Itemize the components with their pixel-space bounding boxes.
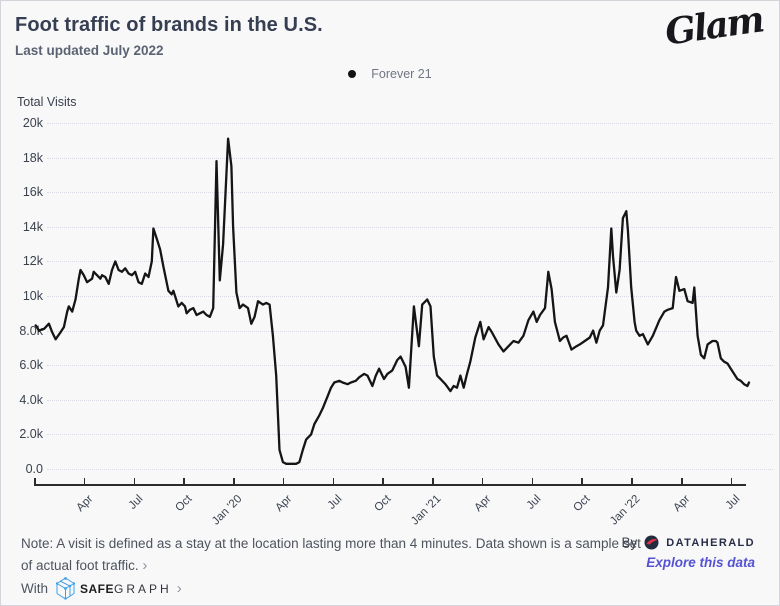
- y-axis-tick-label: 14k: [22, 219, 43, 234]
- x-axis-tick: [481, 478, 484, 484]
- x-axis-tick-label: Jul: [524, 493, 544, 512]
- y-axis-title: Total Visits: [17, 95, 77, 109]
- glam-logo: Glam: [662, 0, 766, 54]
- dataherald-wordmark: DATAHERALD: [666, 536, 755, 549]
- safegraph-wordmark-bold: SAFE: [80, 582, 115, 596]
- x-axis-tick-label: Oct: [173, 493, 195, 515]
- last-updated-subtitle: Last updated July 2022: [15, 43, 164, 58]
- dataherald-logo-icon: [644, 535, 659, 550]
- y-axis-tick-label: 10k: [22, 289, 43, 303]
- x-axis-tick: [34, 478, 36, 484]
- gridline-20k: [47, 123, 773, 124]
- y-axis-tick-label: 2.0k: [19, 427, 43, 442]
- x-axis-tick: [730, 478, 733, 484]
- safegraph-link[interactable]: SAFEGRAPH ›: [56, 577, 182, 600]
- gridline-10k: [47, 296, 773, 297]
- x-axis-tick: [531, 478, 534, 484]
- x-axis-tick: [83, 478, 86, 484]
- x-axis-tick-label: Jan '20: [210, 493, 245, 528]
- x-axis-tick: [233, 478, 235, 484]
- gridline-4.0k: [47, 399, 773, 401]
- y-axis-tick-label: 4.0k: [19, 392, 43, 407]
- y-axis-tick-label: 6.0k: [19, 358, 43, 373]
- safegraph-attribution: With SAFEGRAPH ›: [21, 577, 182, 600]
- x-axis-tick-label: Apr: [472, 493, 494, 515]
- x-axis-tick: [332, 478, 335, 484]
- gridline-16k: [47, 192, 773, 194]
- x-axis-tick-label: Apr: [273, 493, 295, 515]
- y-axis-tick-label: 8.0k: [19, 323, 43, 338]
- x-axis-tick: [133, 478, 136, 484]
- by-label: By: [621, 535, 638, 550]
- x-axis-tick-label: Jul: [723, 493, 743, 512]
- page-title: Foot traffic of brands in the U.S.: [15, 14, 323, 36]
- legend-marker-dot: [348, 70, 357, 78]
- x-axis-tick: [183, 478, 185, 484]
- x-axis-line: [34, 484, 746, 486]
- y-axis-tick-label: 20k: [22, 116, 43, 130]
- legend-label-forever-21: Forever 21: [371, 67, 432, 81]
- x-axis-tick: [282, 478, 285, 484]
- series-line-forever-21: [34, 137, 751, 465]
- gridline-14k: [47, 226, 773, 228]
- y-axis-tick-label: 12k: [22, 254, 43, 269]
- gridline-6.0k: [47, 365, 773, 367]
- footnote-text: Note: A visit is defined as a stay at th…: [21, 536, 641, 573]
- gridline-18k: [47, 157, 773, 159]
- safegraph-link-chevron-icon: ›: [176, 580, 182, 597]
- x-axis-tick: [681, 478, 683, 484]
- y-axis-tick-label: 18k: [22, 150, 43, 165]
- gridline-12k: [47, 261, 773, 263]
- x-axis-tick-label: Jul: [126, 493, 146, 512]
- explore-this-data-link[interactable]: Explore this data: [646, 555, 755, 570]
- gridline-8.0k: [47, 330, 773, 332]
- x-axis-tick-label: Jan '22: [608, 493, 643, 528]
- gridline-2.0k: [47, 434, 773, 436]
- y-axis-tick-label: 0.0: [25, 462, 43, 476]
- x-axis-tick-label: Jul: [325, 493, 345, 512]
- chart-legend: Forever 21: [1, 67, 779, 81]
- safegraph-wordmark-light: GRAPH: [114, 582, 172, 596]
- x-axis-tick-label: Apr: [671, 493, 693, 515]
- x-axis-tick-label: Oct: [571, 493, 593, 515]
- gridline-0.0: [47, 469, 773, 470]
- with-label: With: [21, 581, 48, 596]
- x-axis-tick-label: Oct: [372, 493, 394, 515]
- dataherald-attribution: By DATAHERALD Explore this data: [621, 535, 755, 570]
- x-axis-tick: [581, 478, 583, 484]
- footnote: Note: A visit is defined as a stay at th…: [21, 533, 655, 577]
- footnote-link-chevron-icon[interactable]: ›: [142, 557, 148, 574]
- x-axis-tick-label: Apr: [74, 493, 96, 515]
- x-axis-tick: [631, 478, 633, 484]
- by-dataherald-link[interactable]: By DATAHERALD: [621, 535, 755, 550]
- x-axis-tick: [382, 478, 384, 484]
- x-axis-tick-label: Jan '21: [409, 493, 444, 528]
- x-axis-tick: [432, 478, 434, 484]
- y-axis-tick-label: 16k: [22, 185, 43, 200]
- safegraph-logo-icon: [56, 577, 75, 600]
